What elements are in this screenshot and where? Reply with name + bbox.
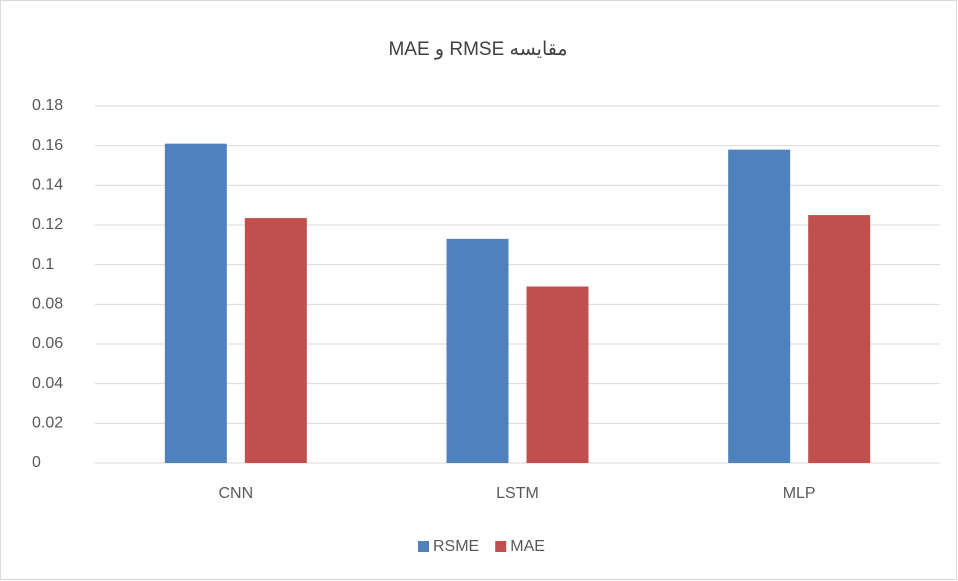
y-tick-label: 0.06 <box>32 335 63 352</box>
bar <box>446 238 509 463</box>
y-tick-label: 0 <box>32 454 41 471</box>
bar <box>728 149 791 463</box>
y-tick-label: 0.04 <box>32 375 63 392</box>
legend-swatch <box>495 541 507 552</box>
legend-label: RSME <box>433 538 479 555</box>
bar <box>526 286 589 463</box>
y-tick-label: 0.16 <box>32 137 63 154</box>
legend-label: MAE <box>510 538 545 555</box>
legend-swatch <box>418 541 429 552</box>
y-tick-label: 0.1 <box>32 256 54 273</box>
x-tick-label: LSTM <box>496 485 539 502</box>
x-tick-label: MLP <box>783 485 816 502</box>
bar <box>164 143 227 463</box>
y-tick-label: 0.02 <box>32 415 63 432</box>
y-tick-label: 0.12 <box>32 216 63 233</box>
x-tick-label: CNN <box>218 485 253 502</box>
bar <box>808 215 871 463</box>
bar <box>244 218 307 463</box>
y-tick-label: 0.14 <box>32 177 63 194</box>
chart-title: مقایسه RMSE و MAE <box>388 39 567 60</box>
y-tick-label: 0.08 <box>32 296 63 313</box>
y-tick-label: 0.18 <box>32 97 63 114</box>
